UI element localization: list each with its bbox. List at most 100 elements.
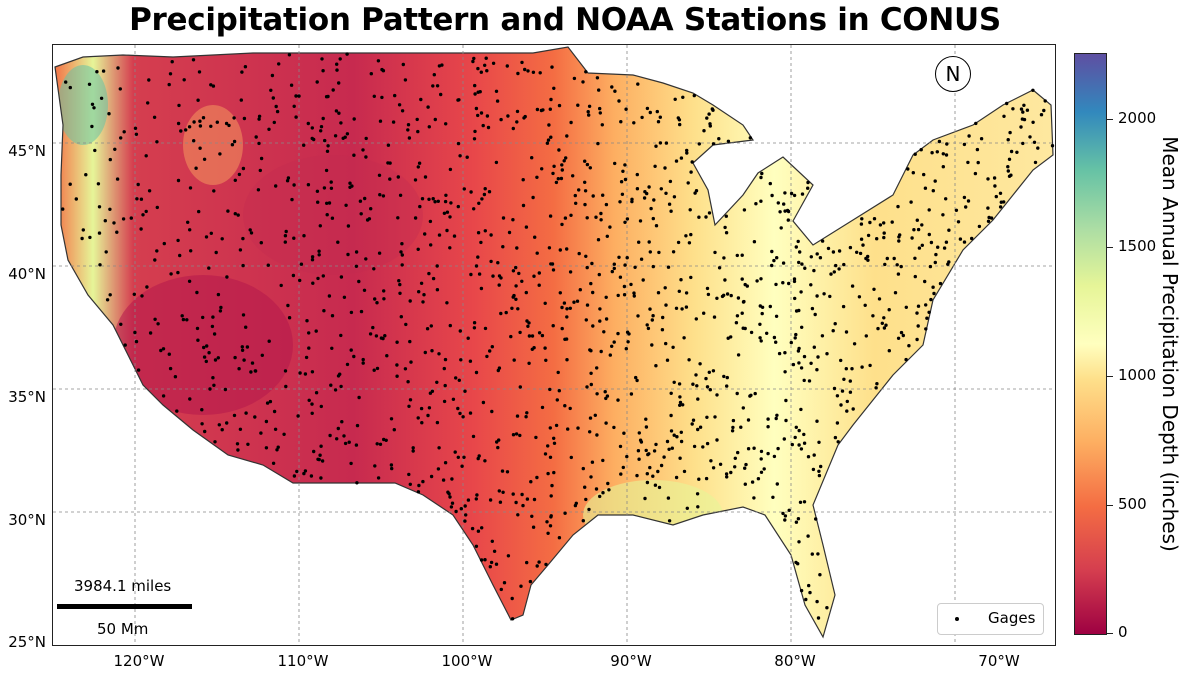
station-marker: [685, 151, 689, 155]
station-marker: [658, 141, 663, 145]
station-marker: [686, 181, 690, 185]
station-marker: [497, 283, 501, 287]
station-marker: [736, 353, 741, 357]
station-marker: [303, 469, 308, 473]
station-marker: [118, 87, 123, 91]
station-marker: [684, 305, 689, 309]
station-marker: [587, 104, 592, 108]
station-marker: [499, 311, 503, 316]
station-marker: [431, 197, 435, 201]
station-marker: [635, 473, 639, 478]
station-marker: [491, 274, 495, 278]
station-marker: [608, 225, 612, 229]
station-marker: [735, 253, 739, 258]
station-marker: [515, 246, 519, 250]
station-marker: [302, 471, 306, 476]
station-marker: [864, 334, 868, 338]
station-marker: [330, 216, 335, 220]
station-marker: [556, 370, 560, 375]
station-marker: [242, 116, 247, 121]
station-marker: [309, 474, 314, 478]
station-marker: [448, 495, 452, 499]
station-marker: [550, 65, 554, 69]
station-marker: [347, 440, 351, 444]
station-marker: [225, 275, 229, 279]
station-marker: [882, 235, 886, 240]
station-marker: [458, 154, 462, 158]
station-marker: [224, 121, 229, 126]
station-marker: [198, 119, 202, 123]
station-marker: [574, 501, 578, 505]
station-marker: [935, 150, 939, 154]
station-marker: [161, 394, 166, 398]
station-marker: [525, 497, 530, 501]
station-marker: [306, 183, 311, 187]
station-marker: [201, 315, 205, 320]
station-marker: [848, 245, 853, 250]
station-marker: [669, 209, 673, 213]
station-marker: [245, 345, 250, 349]
station-marker: [178, 253, 182, 258]
station-marker: [461, 415, 465, 419]
station-marker: [327, 294, 332, 298]
station-marker: [334, 109, 339, 113]
station-marker: [816, 355, 820, 359]
station-marker: [746, 447, 751, 451]
station-marker: [758, 322, 762, 326]
station-marker: [64, 80, 68, 84]
station-marker: [459, 358, 463, 362]
station-marker: [833, 435, 838, 440]
station-marker: [476, 255, 480, 259]
station-marker: [618, 200, 622, 204]
station-marker: [1009, 149, 1014, 154]
station-marker: [357, 279, 361, 284]
station-marker: [458, 329, 462, 333]
station-marker: [443, 357, 448, 362]
station-marker: [708, 124, 712, 128]
station-marker: [723, 278, 727, 282]
station-marker: [419, 406, 424, 411]
station-marker: [793, 296, 797, 301]
station-marker: [431, 276, 436, 281]
station-marker: [815, 599, 819, 604]
station-marker: [783, 351, 787, 355]
station-marker: [1032, 140, 1037, 144]
station-marker: [382, 289, 386, 293]
station-marker: [406, 128, 410, 132]
station-marker: [583, 485, 587, 489]
station-marker: [506, 554, 511, 558]
station-marker: [607, 488, 611, 492]
station-marker: [605, 234, 609, 238]
station-marker: [552, 164, 556, 168]
station-marker: [340, 420, 344, 424]
station-marker: [880, 321, 884, 325]
station-marker: [458, 411, 462, 416]
station-marker: [489, 233, 493, 237]
station-marker: [541, 108, 545, 112]
station-marker: [339, 275, 344, 279]
station-marker: [462, 455, 466, 459]
station-marker: [450, 477, 454, 481]
station-marker: [635, 378, 639, 383]
station-marker: [422, 293, 426, 297]
station-marker: [395, 340, 399, 344]
station-marker: [966, 160, 970, 165]
station-marker: [436, 467, 441, 471]
station-marker: [681, 403, 685, 407]
station-marker: [378, 442, 383, 446]
station-marker: [244, 411, 248, 415]
station-marker: [573, 193, 577, 198]
station-marker: [310, 370, 315, 374]
station-marker: [451, 397, 456, 401]
station-marker: [612, 425, 616, 430]
station-marker: [375, 301, 379, 305]
station-marker: [369, 72, 373, 76]
station-marker: [1042, 108, 1046, 113]
station-marker: [518, 433, 522, 438]
station-marker: [507, 230, 512, 235]
station-marker: [583, 202, 587, 207]
station-marker: [233, 355, 237, 360]
station-marker: [303, 372, 308, 376]
station-marker: [808, 590, 812, 595]
station-marker: [531, 525, 536, 529]
